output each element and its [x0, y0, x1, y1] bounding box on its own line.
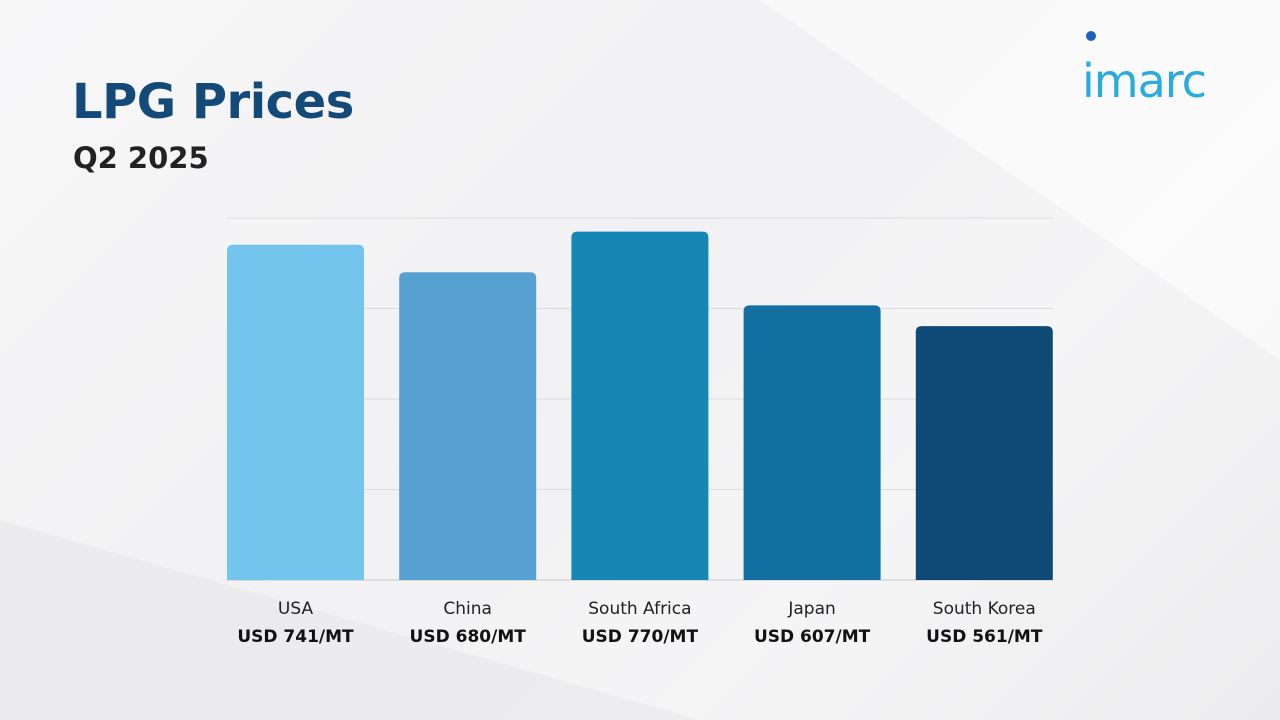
bar-south-africa [571, 231, 709, 580]
background-facet [760, 0, 1280, 360]
value-label: USD 607/MT [754, 627, 871, 647]
value-label: USD 770/MT [582, 627, 699, 647]
value-label: USD 561/MT [926, 627, 1043, 647]
chart-bars [227, 231, 1053, 580]
category-label: China [443, 599, 492, 619]
category-label: South Africa [588, 599, 691, 619]
logo-text: imarc [1082, 54, 1207, 108]
bar-usa [227, 244, 364, 580]
imarc-logo: imarc [1082, 26, 1252, 104]
bar-south-korea [915, 326, 1053, 580]
value-label: USD 741/MT [237, 627, 354, 647]
category-label: Japan [787, 599, 835, 619]
logo-dot-icon [1086, 31, 1096, 41]
category-label: USA [278, 599, 314, 619]
page-title: LPG Prices [72, 74, 354, 130]
chart-labels: USA USD 741/MT China USD 680/MT South Africa… [237, 599, 1042, 647]
value-label: USD 680/MT [410, 627, 527, 647]
bar-china [399, 272, 537, 580]
category-label: South Korea [933, 599, 1036, 619]
bar-japan [743, 305, 881, 580]
page-subtitle: Q2 2025 [73, 141, 209, 175]
